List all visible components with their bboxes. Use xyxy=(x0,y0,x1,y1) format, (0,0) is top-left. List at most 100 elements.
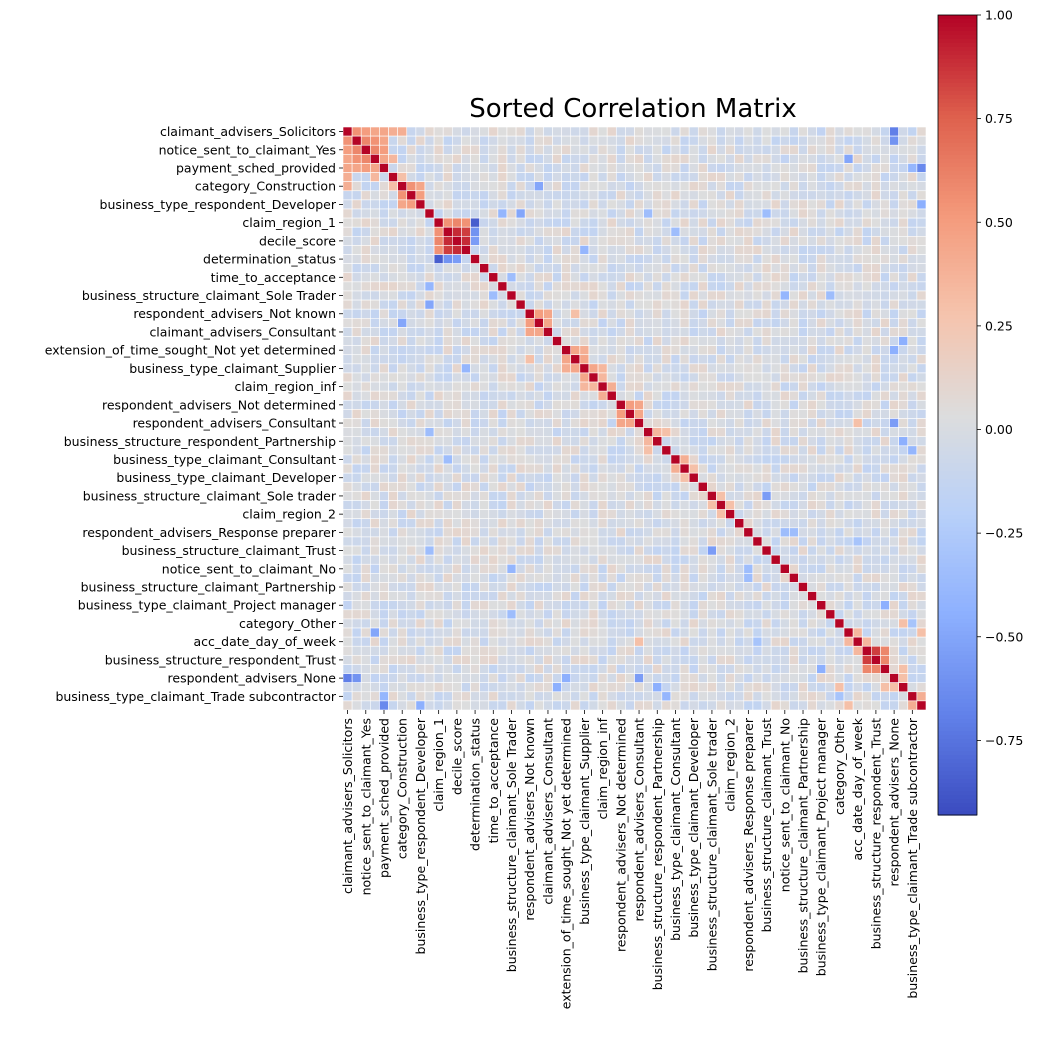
heatmap-cell xyxy=(716,573,726,583)
heatmap-cell xyxy=(615,154,626,164)
heatmap-cell xyxy=(552,381,562,392)
heatmap-cell xyxy=(515,317,526,328)
heatmap-cell xyxy=(798,545,808,556)
y-tick-label: respondent_advisers_Not known xyxy=(133,306,336,321)
heatmap-cell xyxy=(488,363,499,374)
heatmap-cell xyxy=(461,481,471,492)
heatmap-cell xyxy=(433,591,444,601)
heatmap-cell xyxy=(880,217,890,228)
heatmap-cell xyxy=(579,491,590,501)
heatmap-cell xyxy=(752,454,763,465)
heatmap-cell xyxy=(907,236,918,246)
heatmap-cell xyxy=(761,627,772,638)
heatmap-cell xyxy=(515,673,526,683)
heatmap-cell xyxy=(807,390,817,401)
heatmap-cell xyxy=(761,181,772,192)
heatmap-cell xyxy=(634,691,644,702)
heatmap-cell xyxy=(852,281,863,292)
heatmap-cell xyxy=(725,363,736,374)
heatmap-cell xyxy=(825,472,836,483)
heatmap-cell xyxy=(725,655,736,665)
heatmap-cell xyxy=(543,645,553,656)
heatmap-cell xyxy=(761,317,772,328)
heatmap-cell xyxy=(588,290,599,301)
heatmap-cell xyxy=(360,454,371,465)
heatmap-cell xyxy=(379,554,389,565)
heatmap-cell xyxy=(761,600,772,611)
heatmap-cell xyxy=(843,573,854,583)
heatmap-cell xyxy=(506,345,517,356)
colorbar-segment xyxy=(938,135,977,140)
heatmap-cell xyxy=(360,636,371,647)
heatmap-cell xyxy=(670,317,681,328)
heatmap-cell xyxy=(661,491,672,501)
heatmap-cell xyxy=(597,299,608,310)
heatmap-cell xyxy=(588,172,599,182)
heatmap-cell xyxy=(871,263,881,274)
heatmap-cell xyxy=(716,418,726,428)
heatmap-cell xyxy=(725,645,736,656)
heatmap-cell xyxy=(533,135,544,146)
colorbar-segment xyxy=(938,51,977,56)
heatmap-cell xyxy=(597,390,608,401)
heatmap-cell xyxy=(588,636,599,647)
heatmap-cell xyxy=(688,536,699,547)
heatmap-cell xyxy=(798,190,808,201)
heatmap-cell xyxy=(470,700,480,711)
heatmap-cell xyxy=(388,199,398,210)
heatmap-cell xyxy=(688,217,699,228)
heatmap-cell xyxy=(543,290,553,301)
heatmap-cell xyxy=(743,254,754,264)
heatmap-cell xyxy=(643,673,654,683)
heatmap-cell xyxy=(752,491,763,501)
heatmap-cell xyxy=(524,308,535,319)
colorbar-segment xyxy=(938,439,977,444)
heatmap-cell xyxy=(725,636,736,647)
heatmap-cell xyxy=(679,226,690,237)
heatmap-cell xyxy=(579,327,590,337)
heatmap-cell xyxy=(734,381,745,392)
heatmap-cell xyxy=(670,199,681,210)
heatmap-cell xyxy=(798,472,808,483)
heatmap-cell xyxy=(370,454,380,465)
heatmap-cell xyxy=(597,317,608,328)
heatmap-cell xyxy=(679,445,690,456)
heatmap-cell xyxy=(524,363,535,374)
heatmap-cell xyxy=(515,664,526,674)
heatmap-cell xyxy=(488,154,499,164)
colorbar-segment xyxy=(938,247,977,252)
heatmap-cell xyxy=(807,627,817,638)
heatmap-cell xyxy=(342,509,353,519)
heatmap-cell xyxy=(734,655,745,665)
heatmap-cell xyxy=(652,472,663,483)
heatmap-cell xyxy=(561,682,572,693)
heatmap-cell xyxy=(916,226,927,237)
heatmap-cell xyxy=(871,409,881,419)
heatmap-cell xyxy=(752,409,763,419)
heatmap-cell xyxy=(716,208,726,219)
heatmap-cell xyxy=(852,600,863,611)
heatmap-cell xyxy=(552,163,562,173)
heatmap-cell xyxy=(342,700,353,711)
heatmap-cell xyxy=(770,299,781,310)
heatmap-cell xyxy=(907,272,918,283)
heatmap-cell xyxy=(843,190,854,201)
heatmap-cell xyxy=(852,409,863,419)
heatmap-cell xyxy=(388,409,398,419)
heatmap-cell xyxy=(470,655,480,665)
heatmap-cell xyxy=(488,554,499,565)
heatmap-cell xyxy=(861,536,872,547)
heatmap-cell xyxy=(634,536,644,547)
heatmap-cell xyxy=(634,491,644,501)
heatmap-cell xyxy=(452,390,462,401)
heatmap-cell xyxy=(506,436,517,447)
heatmap-cell xyxy=(816,691,827,702)
heatmap-cell xyxy=(561,527,572,538)
heatmap-cell xyxy=(406,163,417,173)
heatmap-cell xyxy=(524,126,535,137)
x-tick-label: business_type_claimant_Consultant xyxy=(668,718,683,941)
heatmap-cell xyxy=(452,290,462,301)
heatmap-cell xyxy=(351,217,362,228)
heatmap-cell xyxy=(360,199,371,210)
heatmap-cell xyxy=(379,691,389,702)
